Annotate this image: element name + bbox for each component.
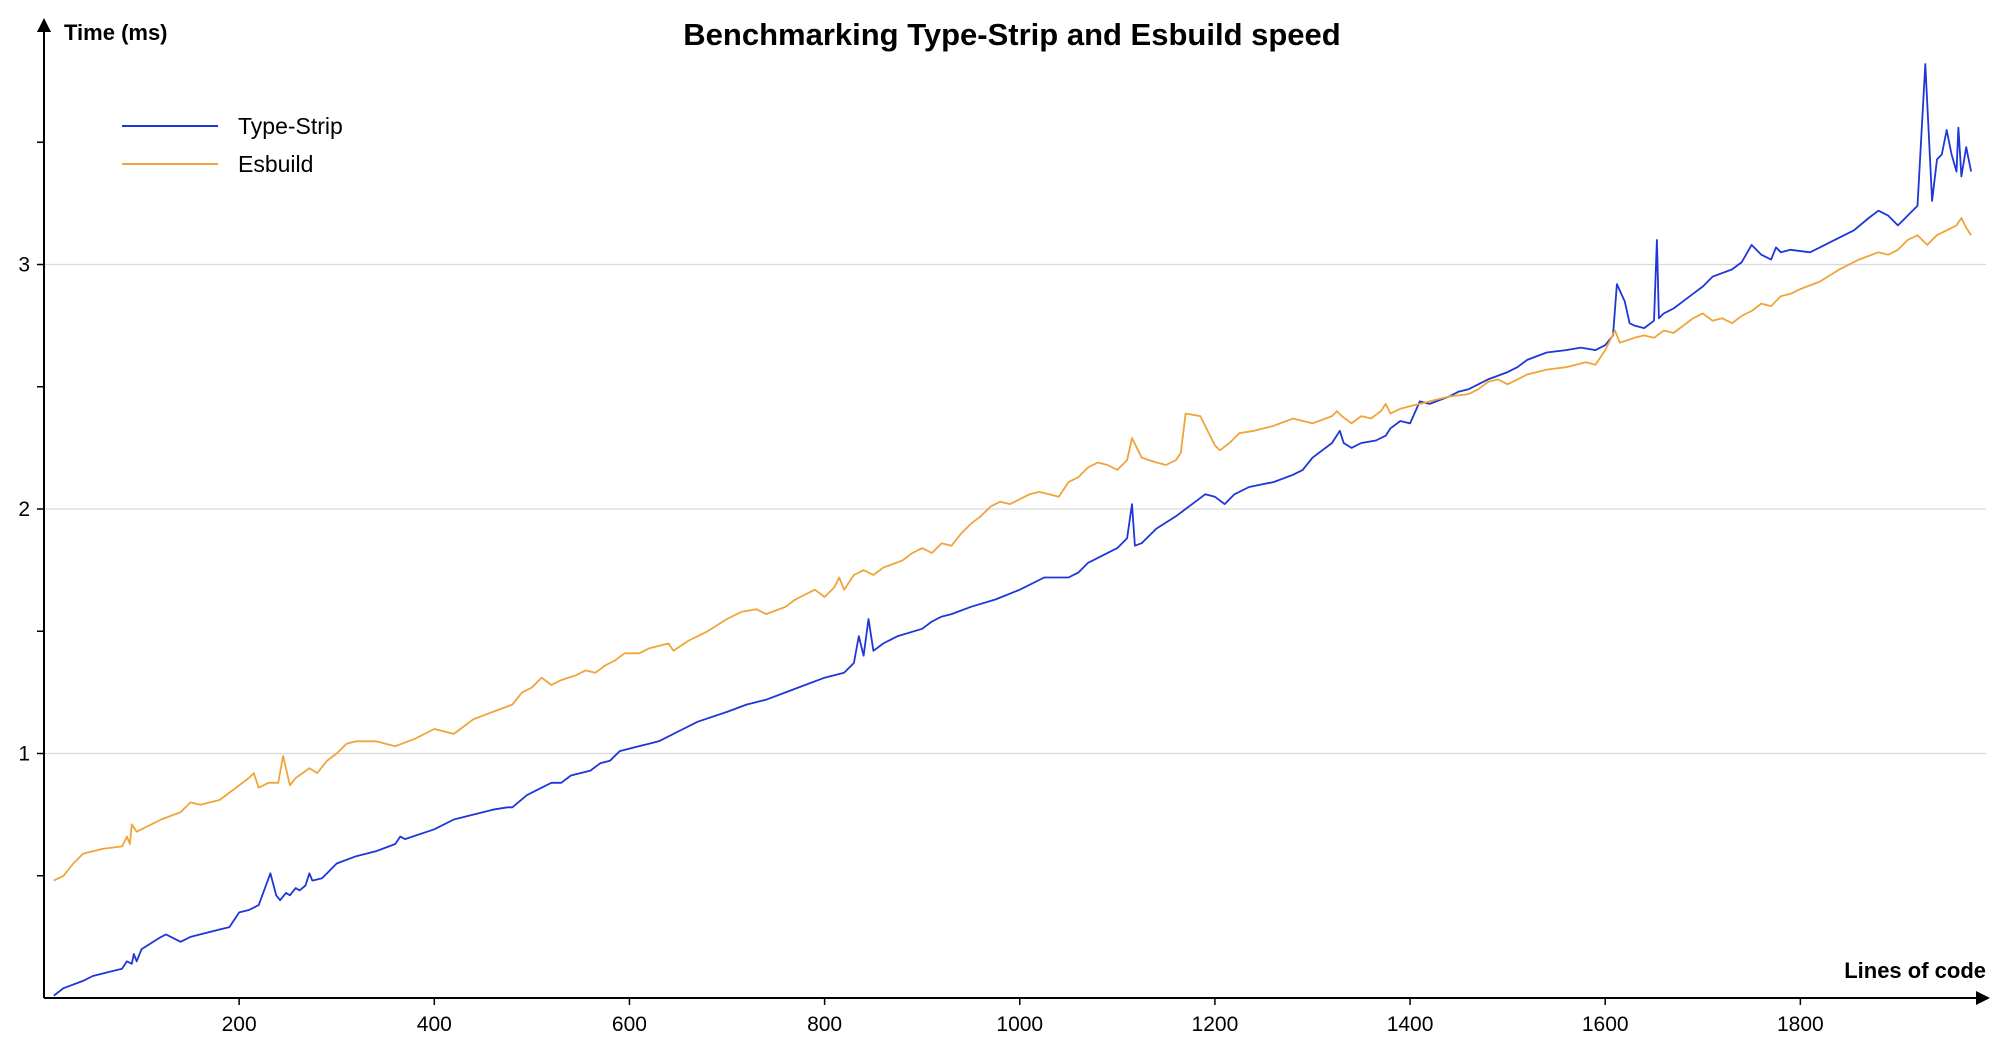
y-tick-label: 3 [18,254,30,277]
axes [37,18,1990,1005]
chart-title: Benchmarking Type-Strip and Esbuild spee… [683,17,1340,52]
legend-label-esbuild: Esbuild [238,151,313,177]
x-axis-arrow-icon [1976,991,1990,1005]
x-tick-label: 200 [222,1013,257,1036]
legend-item-type-strip: Type-Strip [122,113,343,139]
y-tick-label: 1 [18,743,30,766]
series-line-type-strip [53,63,1972,997]
y-tick-label: 2 [18,498,30,521]
axis-ticks: 1 2 3 200 400 600 800 1000 1200 1400 1600 1800 [18,141,1824,1036]
x-tick-label: 600 [612,1013,647,1036]
x-axis-label: Lines of code [1844,958,1986,983]
y-axis-label: Time (ms) [64,20,168,45]
gridlines [44,263,1986,755]
x-tick-label: 1800 [1777,1013,1824,1036]
x-tick-label: 1600 [1582,1013,1629,1036]
x-tick-label: 400 [417,1013,452,1036]
legend-label-type-strip: Type-Strip [238,113,343,139]
x-tick-label: 1000 [996,1013,1043,1036]
x-tick-label: 1400 [1387,1013,1434,1036]
series-lines [53,63,1972,997]
legend: Type-Strip Esbuild [122,113,343,177]
x-tick-label: 1200 [1192,1013,1239,1036]
series-line-esbuild [53,217,1972,882]
y-axis-arrow-icon [37,18,51,32]
legend-item-esbuild: Esbuild [122,151,313,177]
x-tick-label: 800 [807,1013,842,1036]
